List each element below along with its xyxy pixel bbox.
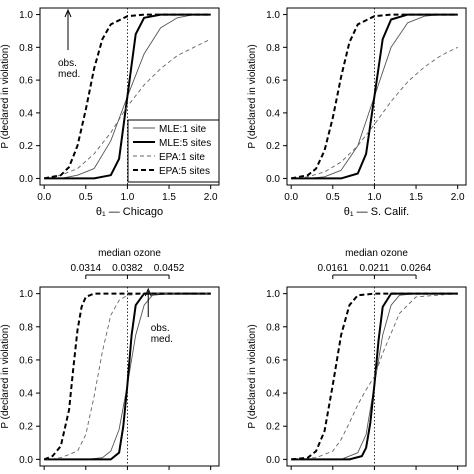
x-axis-label: θ₁ — Chicago <box>96 206 163 218</box>
plot-frame <box>39 7 220 186</box>
y-tick-label: 0.8 <box>19 322 33 333</box>
y-tick-label: 0.0 <box>19 174 33 185</box>
x-tick-label: 1.0 <box>367 192 381 203</box>
y-axis-label: P (declared in violation) <box>247 324 258 428</box>
series-line-epa-1-site <box>44 293 211 460</box>
y-tick-label: 1.0 <box>266 289 280 300</box>
y-tick-label: 0.6 <box>19 76 33 87</box>
annotation-text: obs. <box>151 323 170 334</box>
y-tick-label: 0.4 <box>266 108 280 119</box>
x-tick-label: 1.0 <box>120 192 134 203</box>
y-axis-label: P (declared in violation) <box>0 324 11 428</box>
series-line-epa-5-sites <box>44 13 211 180</box>
legend-entry: MLE:5 sites <box>159 138 211 149</box>
series-line-mle-5-sites <box>291 292 458 461</box>
annotation-text: med. <box>58 69 80 80</box>
x-tick-label: 1.5 <box>409 192 423 203</box>
top-tick-label: 0.0452 <box>154 263 185 274</box>
y-tick-label: 0.2 <box>19 141 33 152</box>
series-line-epa-5-sites <box>291 292 458 461</box>
x-tick-label: 2.0 <box>451 192 465 203</box>
y-tick-label: 0.0 <box>19 455 33 466</box>
y-tick-label: 0.2 <box>266 141 280 152</box>
top-axis-label: median ozone <box>345 248 408 259</box>
annotation-arrow-head <box>64 8 72 18</box>
plot-frame <box>286 286 467 467</box>
y-tick-label: 0.2 <box>266 422 280 433</box>
y-tick-label: 0.6 <box>266 355 280 366</box>
legend-entry: EPA:1 site <box>159 152 205 163</box>
x-tick-label: 0.0 <box>284 192 298 203</box>
y-tick-label: 0.0 <box>266 174 280 185</box>
y-tick-label: 0.4 <box>266 389 280 400</box>
y-axis-label: P (declared in violation) <box>0 44 11 148</box>
top-tick-label: 0.0161 <box>317 263 348 274</box>
top-tick-label: 0.0382 <box>112 263 143 274</box>
y-tick-label: 0.8 <box>266 43 280 54</box>
series-line-epa-1-site <box>44 38 211 179</box>
x-tick-label: 0.5 <box>326 192 340 203</box>
legend-entry: MLE:1 site <box>159 124 207 135</box>
x-tick-label: 0.0 <box>37 192 51 203</box>
annotation-text: med. <box>151 334 173 345</box>
x-tick-label: 0.5 <box>79 192 93 203</box>
legend-box <box>127 119 220 183</box>
y-axis-label: P (declared in violation) <box>247 44 258 148</box>
series-line-mle-5-sites <box>291 13 458 180</box>
top-tick-label: 0.0211 <box>359 263 389 274</box>
series-line-epa-1-site <box>291 46 458 179</box>
annotation-text: obs. <box>58 58 77 69</box>
y-tick-label: 1.0 <box>19 289 33 300</box>
y-tick-label: 1.0 <box>266 10 280 21</box>
top-axis-label: median ozone <box>98 248 161 259</box>
y-tick-label: 0.4 <box>19 389 33 400</box>
series-line-epa-5-sites <box>291 13 458 180</box>
top-tick-label: 0.0314 <box>70 263 101 274</box>
series-line-epa-5-sites <box>43 292 211 461</box>
y-tick-label: 0.4 <box>19 108 33 119</box>
y-tick-label: 1.0 <box>19 10 33 21</box>
y-tick-label: 0.6 <box>266 76 280 87</box>
x-tick-label: 1.5 <box>162 192 176 203</box>
plot-frame <box>286 7 467 186</box>
plot-frame <box>39 286 220 467</box>
y-tick-label: 0.8 <box>266 322 280 333</box>
y-tick-label: 0.8 <box>19 43 33 54</box>
top-tick-label: 0.0264 <box>401 263 432 274</box>
y-tick-label: 0.0 <box>266 455 280 466</box>
legend-entry: EPA:5 sites <box>159 166 210 177</box>
x-axis-label: θ₁ — S. Calif. <box>344 206 409 218</box>
x-tick-label: 2.0 <box>204 192 218 203</box>
annotation-arrow-head <box>144 287 152 297</box>
y-tick-label: 0.2 <box>19 422 33 433</box>
y-tick-label: 0.6 <box>19 355 33 366</box>
